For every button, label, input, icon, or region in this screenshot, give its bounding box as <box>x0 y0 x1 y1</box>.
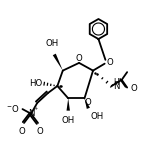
Text: $^{+}$: $^{+}$ <box>33 107 39 113</box>
Text: $^{-}$O: $^{-}$O <box>6 103 19 114</box>
Text: OH: OH <box>62 116 75 125</box>
Text: H: H <box>113 78 119 87</box>
Text: O: O <box>18 127 25 136</box>
Text: OH: OH <box>45 39 59 48</box>
Text: OH: OH <box>91 112 104 121</box>
Text: O: O <box>130 84 137 93</box>
Text: N: N <box>28 109 34 118</box>
Text: O: O <box>85 98 92 107</box>
Text: N: N <box>113 82 120 91</box>
Polygon shape <box>66 98 70 111</box>
Text: O: O <box>37 127 44 136</box>
Text: O: O <box>76 54 82 63</box>
Text: O: O <box>107 58 114 67</box>
Text: HO: HO <box>29 79 43 88</box>
Polygon shape <box>53 54 63 71</box>
Polygon shape <box>84 98 90 109</box>
